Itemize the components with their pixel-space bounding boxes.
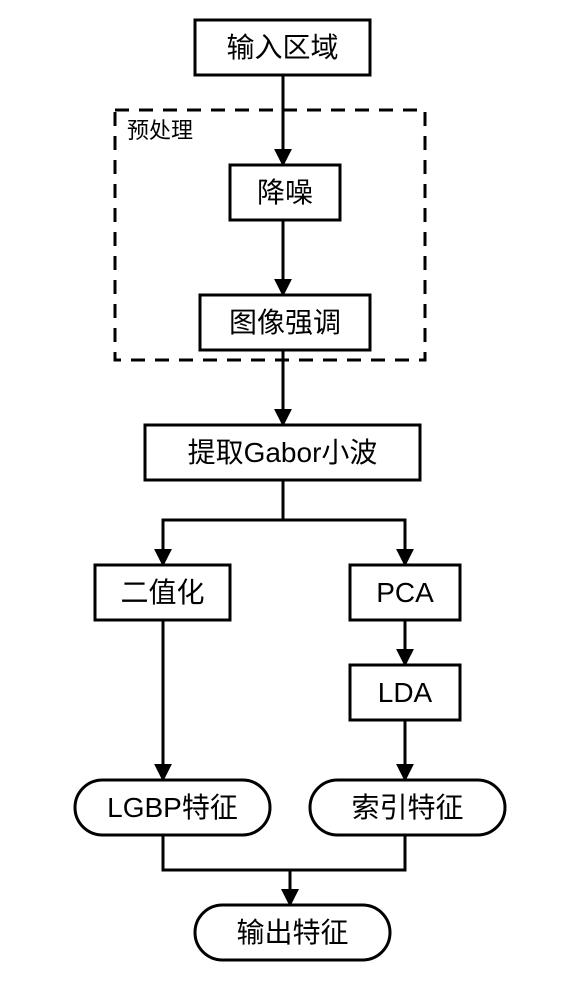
node-input: 输入区域: [195, 20, 370, 75]
label-lgbp: LGBP特征: [107, 792, 238, 823]
node-pca: PCA: [350, 565, 460, 620]
label-index: 索引特征: [351, 792, 463, 823]
label-preproc: 预处理: [127, 118, 193, 143]
edge-4: [283, 480, 405, 565]
label-gabor: 提取Gabor小波: [188, 437, 378, 468]
label-pca: PCA: [376, 577, 434, 608]
flowchart: 输入区域预处理降噪图像强调提取Gabor小波二值化 PCA LDA LGBP特征 索引特…: [0, 0, 565, 1000]
label-denoise: 降噪: [257, 177, 313, 208]
node-lda: LDA: [350, 665, 460, 720]
label-input: 输入区域: [226, 32, 338, 63]
label-lda: LDA: [378, 677, 433, 708]
node-index: 索引特征: [310, 780, 505, 835]
node-lgbp: LGBP特征: [75, 780, 270, 835]
node-gabor: 提取Gabor小波: [145, 425, 420, 480]
node-output: 输出特征: [195, 905, 390, 960]
label-emph: 图像强调: [229, 307, 341, 338]
node-denoise: 降噪: [230, 165, 340, 220]
node-emph: 图像强调: [200, 295, 370, 350]
edge-3: [163, 480, 283, 565]
edge-9: [290, 835, 405, 905]
label-output: 输出特征: [236, 917, 348, 948]
label-binar: 二值化: [120, 577, 204, 608]
edge-8: [163, 835, 290, 905]
node-binar: 二值化: [95, 565, 230, 620]
